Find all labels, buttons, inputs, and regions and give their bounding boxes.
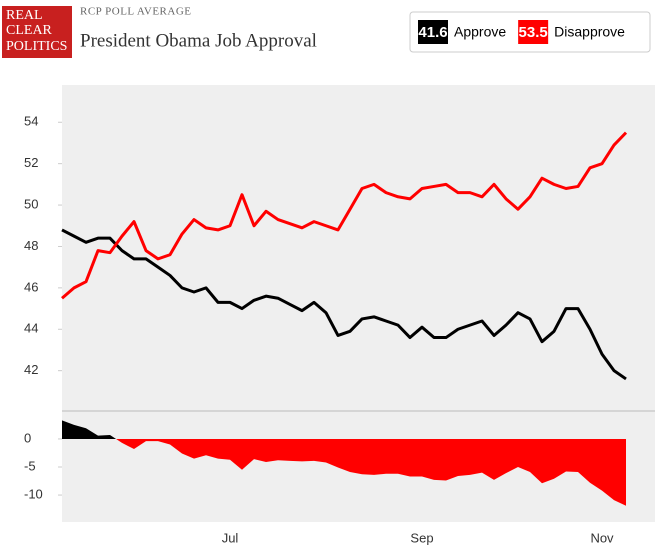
legend-value: 53.5 bbox=[519, 24, 548, 41]
y-tick-label: 52 bbox=[24, 155, 38, 170]
legend-label: Disapprove bbox=[554, 24, 625, 40]
logo-text: CLEAR bbox=[6, 23, 53, 38]
series-line bbox=[61, 228, 627, 381]
x-tick-label: Sep bbox=[410, 530, 433, 545]
y-tick-label: -5 bbox=[24, 458, 36, 473]
y-tick-label: 54 bbox=[24, 114, 38, 129]
y-tick-label: 46 bbox=[24, 279, 38, 294]
logo bbox=[2, 6, 72, 58]
area-positive bbox=[62, 420, 117, 439]
x-tick-label: Nov bbox=[590, 530, 614, 545]
logo-text: REAL bbox=[6, 8, 43, 23]
legend-value: 41.6 bbox=[418, 24, 447, 41]
legend-label: Approve bbox=[454, 24, 506, 40]
legend-swatch bbox=[418, 20, 448, 44]
legend-swatch bbox=[518, 20, 549, 44]
y-tick-label: 48 bbox=[24, 238, 38, 253]
chart-title: President Obama Job Approval bbox=[80, 30, 317, 51]
series-line bbox=[61, 131, 628, 300]
kicker: RCP POLL AVERAGE bbox=[80, 6, 192, 18]
area-negative bbox=[62, 438, 626, 506]
y-tick-label: 42 bbox=[24, 362, 38, 377]
y-tick-label: 0 bbox=[24, 430, 31, 445]
y-tick-label: 44 bbox=[24, 321, 38, 336]
y-tick-label: -10 bbox=[24, 486, 43, 501]
y-tick-label: 50 bbox=[24, 197, 38, 212]
logo-text: POLITICS bbox=[6, 39, 67, 54]
x-tick-label: Jul bbox=[222, 530, 239, 545]
